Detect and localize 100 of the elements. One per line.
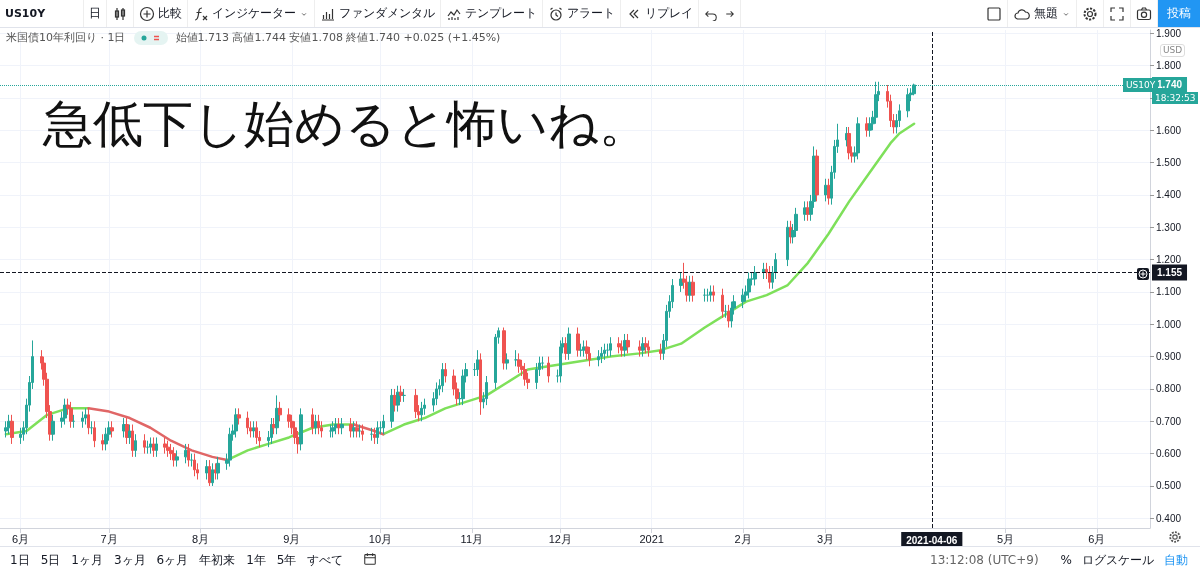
candlestick bbox=[393, 388, 397, 413]
x-tick-label: 8月 bbox=[191, 532, 210, 545]
candlestick bbox=[128, 424, 131, 445]
line-series bbox=[87, 407, 229, 462]
candlestick bbox=[803, 200, 807, 222]
candlestick bbox=[547, 356, 550, 383]
candlestick bbox=[806, 200, 810, 222]
text: 1ヶ月 bbox=[71, 551, 103, 569]
candlestick bbox=[314, 414, 317, 435]
candlestick bbox=[441, 362, 444, 393]
candlestick bbox=[155, 436, 158, 458]
x-tick-label: 3月 bbox=[817, 532, 835, 545]
text: 無題 bbox=[1008, 0, 1077, 27]
candlestick bbox=[252, 420, 255, 438]
y-tick-label: 0.600 bbox=[1156, 448, 1182, 460]
candlestick bbox=[390, 388, 394, 429]
candlestick bbox=[7, 414, 11, 435]
candlestick bbox=[623, 333, 627, 358]
x-tick-label: 6月 bbox=[1088, 532, 1106, 545]
candlestick bbox=[193, 453, 196, 477]
candlestick bbox=[827, 178, 830, 206]
ref-line-label: 1.155 bbox=[1157, 267, 1183, 279]
y-tick-label: 1.600 bbox=[1156, 124, 1182, 136]
candlestick bbox=[485, 375, 488, 406]
y-tick-label: 0.700 bbox=[1156, 415, 1182, 427]
candlestick bbox=[444, 362, 447, 383]
y-tick-label: 1.800 bbox=[1156, 60, 1182, 72]
y-tick-label: 1.200 bbox=[1156, 254, 1182, 266]
candlestick bbox=[143, 433, 146, 455]
candlestick bbox=[110, 420, 114, 438]
candlestick bbox=[373, 427, 376, 445]
x-tick-label: 6月 bbox=[12, 532, 30, 545]
candlestick bbox=[402, 388, 406, 403]
candlestick bbox=[620, 339, 624, 358]
text: 1年 bbox=[246, 551, 266, 569]
candlestick bbox=[352, 420, 356, 438]
candlestick bbox=[420, 401, 423, 422]
candlestick bbox=[270, 417, 273, 445]
candlestick bbox=[824, 178, 827, 202]
candlestick bbox=[647, 339, 650, 358]
text: 自動 bbox=[1164, 551, 1188, 569]
candlestick bbox=[125, 417, 129, 445]
candlestick bbox=[786, 220, 789, 267]
candlestick bbox=[175, 449, 179, 468]
candlestick bbox=[517, 352, 521, 374]
chart-subtitle: 米国債10年利回り · 1日 bbox=[6, 30, 126, 45]
candlestick bbox=[10, 414, 14, 445]
candlestick bbox=[476, 349, 479, 377]
candlestick bbox=[815, 149, 819, 202]
candlestick bbox=[523, 362, 527, 387]
candlestick bbox=[414, 388, 418, 419]
candlestick bbox=[255, 420, 258, 445]
candlestick bbox=[865, 116, 869, 138]
candlestick bbox=[600, 346, 603, 364]
candlestick bbox=[272, 417, 276, 435]
text: ログスケール bbox=[1082, 551, 1154, 569]
candlestick bbox=[234, 407, 238, 438]
candlestick bbox=[847, 126, 851, 160]
candlestick bbox=[214, 462, 217, 480]
text: 6ヶ月 bbox=[156, 551, 189, 569]
candlestick bbox=[149, 436, 152, 455]
candlestick bbox=[299, 407, 303, 451]
x-tick-label: 7月 bbox=[100, 532, 118, 545]
candlestick bbox=[187, 443, 190, 468]
candlestick bbox=[638, 339, 642, 358]
x-tick-label: 2月 bbox=[734, 532, 752, 545]
candlestick bbox=[122, 417, 126, 438]
candlestick bbox=[789, 220, 792, 244]
y-tick-label: 1.100 bbox=[1156, 286, 1182, 298]
text: 年初来 bbox=[199, 551, 236, 569]
candlestick bbox=[679, 272, 683, 293]
candlestick bbox=[311, 407, 314, 435]
candlestick bbox=[567, 327, 571, 361]
candlestick bbox=[712, 284, 715, 303]
y-tick-label: 0.400 bbox=[1156, 512, 1182, 524]
candlestick bbox=[709, 284, 712, 303]
candlestick bbox=[163, 436, 167, 455]
candlestick bbox=[172, 446, 176, 468]
candlestick bbox=[349, 417, 353, 438]
candlestick bbox=[564, 336, 568, 361]
candlestick bbox=[334, 417, 338, 435]
candlestick bbox=[131, 424, 134, 458]
candlestick bbox=[337, 417, 341, 435]
text: インジケーター bbox=[188, 0, 316, 27]
text: 13:12:08 (UTC+9) bbox=[930, 553, 1039, 567]
candlestick bbox=[609, 336, 612, 358]
candlestick bbox=[644, 336, 648, 354]
candlestick bbox=[211, 462, 214, 487]
y-tick-label: 1.400 bbox=[1156, 189, 1182, 201]
x-tick-label: 2021 bbox=[639, 532, 664, 545]
candlestick bbox=[246, 411, 249, 435]
candlestick bbox=[603, 343, 606, 361]
candlestick bbox=[505, 352, 509, 371]
ref-line-label: 2021-04-06 bbox=[906, 534, 958, 546]
x-tick-label: 10月 bbox=[368, 532, 393, 545]
candlestick bbox=[579, 343, 583, 358]
text: 18:32:53 bbox=[1152, 91, 1199, 104]
y-tick-label: 0.500 bbox=[1156, 480, 1182, 492]
candlestick bbox=[184, 443, 188, 464]
candlestick bbox=[84, 407, 87, 426]
